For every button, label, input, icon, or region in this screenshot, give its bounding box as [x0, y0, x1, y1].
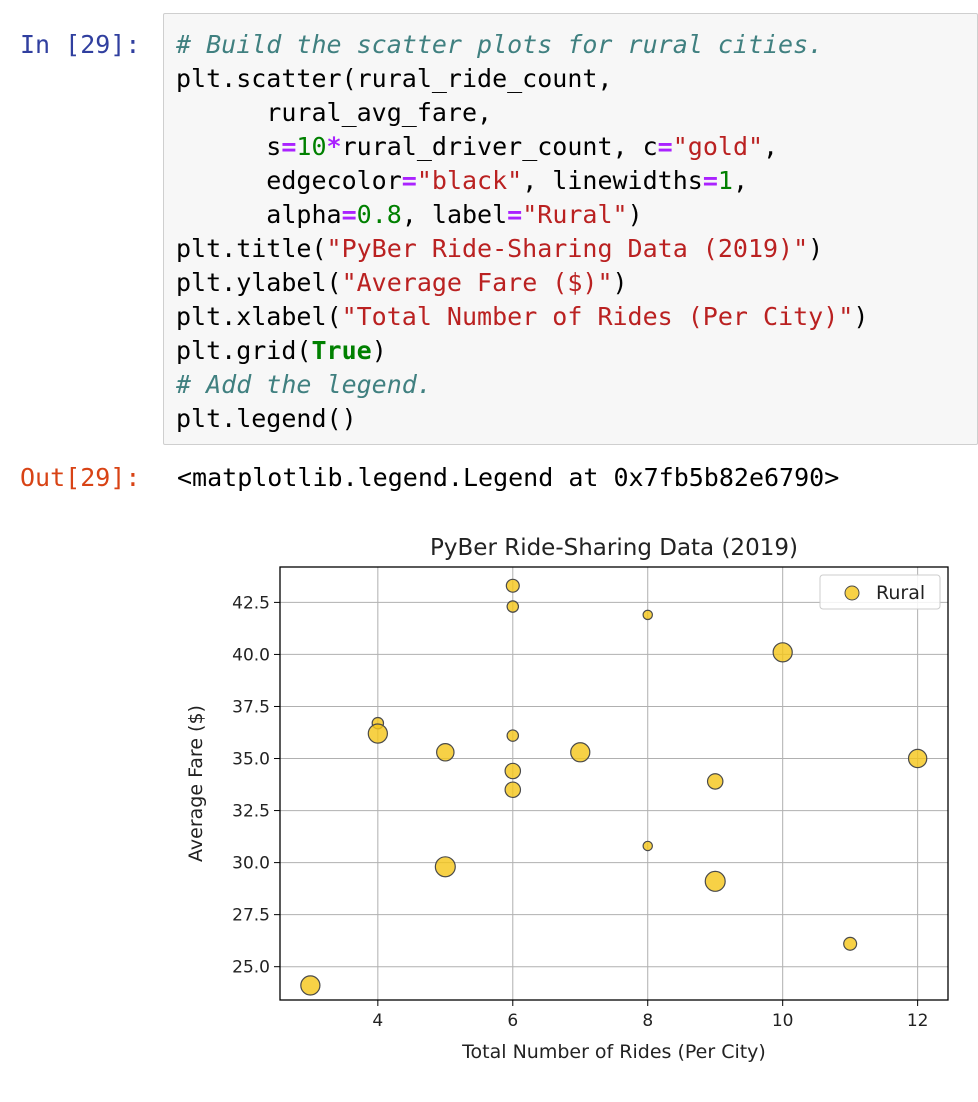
chart-legend: Rural: [819, 574, 941, 610]
code-token: "Rural": [522, 200, 628, 229]
code-token: "gold": [672, 132, 764, 161]
x-tick-label: 4: [372, 1011, 383, 1031]
x-tick-label: 12: [907, 1011, 929, 1031]
legend-marker: [844, 585, 860, 601]
x-tick-label: 6: [507, 1011, 518, 1031]
code-line: plt.title("PyBer Ride-Sharing Data (2019…: [176, 232, 868, 266]
y-axis-label: Average Fare ($): [185, 705, 207, 862]
code-token: , label: [401, 200, 508, 229]
code-token: ): [853, 302, 869, 331]
code-token: alpha: [176, 200, 342, 229]
legend-box: [819, 574, 941, 610]
code-line: edgecolor="black", linewidths=1,: [176, 164, 868, 198]
code-token: s: [176, 132, 282, 161]
chart-points: [300, 578, 928, 996]
code-token: plt.grid(: [176, 336, 312, 365]
scatter-point: [772, 642, 793, 663]
chart-grid: [280, 567, 948, 1000]
code-token: "Total Number of Rides (Per City)": [341, 302, 854, 331]
code-token: =: [401, 166, 417, 195]
code-token: , linewidths: [522, 166, 703, 195]
code-token: =: [702, 166, 718, 195]
code-token: "Average Fare ($)": [341, 268, 613, 297]
code-line: alpha=0.8, label="Rural"): [176, 198, 868, 232]
code-line: plt.xlabel("Total Number of Rides (Per C…: [176, 300, 868, 334]
y-tick-label: 37.5: [232, 697, 270, 717]
code-token: 0.8: [356, 200, 402, 229]
scatter-point: [642, 609, 653, 621]
code-token: ,: [763, 132, 779, 161]
code-token: *: [326, 132, 342, 161]
x-tick-label: 8: [642, 1011, 653, 1031]
y-tick-label: 30.0: [232, 854, 270, 874]
code-token: True: [311, 336, 372, 365]
code-token: ): [627, 200, 643, 229]
code-token: # Add the legend.: [176, 370, 432, 399]
code-token: plt.ylabel(: [176, 268, 342, 297]
code-token: =: [281, 132, 297, 161]
y-tick-label: 32.5: [232, 802, 270, 822]
code-line: # Build the scatter plots for rural citi…: [176, 28, 868, 62]
code-token: 1: [717, 166, 733, 195]
x-axis-label: Total Number of Rides (Per City): [461, 1041, 766, 1063]
scatter-point: [506, 729, 520, 742]
code-line: plt.legend(): [176, 402, 868, 436]
scatter-point: [504, 781, 522, 799]
code-line: s=10*rural_driver_count, c="gold",: [176, 130, 868, 164]
code-token: 10: [296, 132, 327, 161]
code-token: "PyBer Ride-Sharing Data (2019)": [326, 234, 809, 263]
code-token: plt.title(: [176, 234, 327, 263]
scatter-point: [706, 773, 724, 790]
y-tick-label: 40.0: [232, 645, 270, 665]
scatter-point: [436, 742, 455, 762]
scatter-point: [570, 742, 591, 763]
code-token: "black": [416, 166, 523, 195]
scatter-point: [843, 936, 858, 951]
code-line: # Add the legend.: [176, 368, 868, 402]
y-tick-label: 27.5: [232, 906, 270, 926]
plot-area: [279, 566, 949, 1001]
code-line: rural_avg_fare,: [176, 96, 868, 130]
x-tick-label: 10: [772, 1011, 794, 1031]
scatter-point: [506, 600, 520, 613]
code-token: ): [808, 234, 824, 263]
legend-label: Rural: [876, 582, 925, 604]
code-token: rural_avg_fare,: [176, 98, 493, 127]
code-line: plt.scatter(rural_ride_count,: [176, 62, 868, 96]
chart-title: PyBer Ride-Sharing Data (2019): [430, 535, 798, 561]
code-line: plt.ylabel("Average Fare ($)"): [176, 266, 868, 300]
code-token: =: [341, 200, 357, 229]
y-tick-label: 35.0: [232, 750, 270, 770]
output-prompt: Out[29]:: [20, 463, 141, 492]
code-line: plt.grid(True): [176, 334, 868, 368]
code-token: plt.xlabel(: [176, 302, 342, 331]
code-token: ,: [732, 166, 749, 195]
scatter-point: [505, 578, 520, 593]
code-token: plt.scatter(rural_ride_count,: [176, 64, 613, 93]
code-token: =: [657, 132, 673, 161]
code-cell-input[interactable]: # Build the scatter plots for rural citi…: [163, 13, 978, 445]
code-token: ): [371, 336, 387, 365]
code-token: rural_driver_count, c: [341, 132, 658, 161]
scatter-point: [367, 723, 388, 744]
code-token: edgecolor: [176, 166, 402, 195]
code-token: =: [507, 200, 523, 229]
code-token: plt.legend(): [176, 404, 357, 433]
scatter-point: [300, 975, 321, 996]
output-text: <matplotlib.legend.Legend at 0x7fb5b82e6…: [177, 463, 840, 492]
y-tick-label: 42.5: [232, 593, 270, 613]
scatter-point: [704, 870, 726, 892]
y-tick-label: 25.0: [232, 958, 270, 978]
scatter-point: [642, 840, 653, 852]
scatter-chart: PyBer Ride-Sharing Data (2019) 4 6 8 10 12 25…: [185, 535, 949, 1063]
chart-ticks: 4 6 8 10 12 25.0 27.5 30.0 32.5 35.0 37.5 40.0 42.5: [232, 593, 928, 1031]
scatter-point: [907, 748, 928, 769]
input-prompt: In [29]:: [20, 30, 141, 59]
code-token: # Build the scatter plots for rural citi…: [176, 30, 824, 59]
scatter-point: [434, 856, 456, 878]
code-editor[interactable]: # Build the scatter plots for rural citi…: [176, 28, 868, 436]
code-token: ): [612, 268, 628, 297]
scatter-point: [504, 762, 522, 780]
